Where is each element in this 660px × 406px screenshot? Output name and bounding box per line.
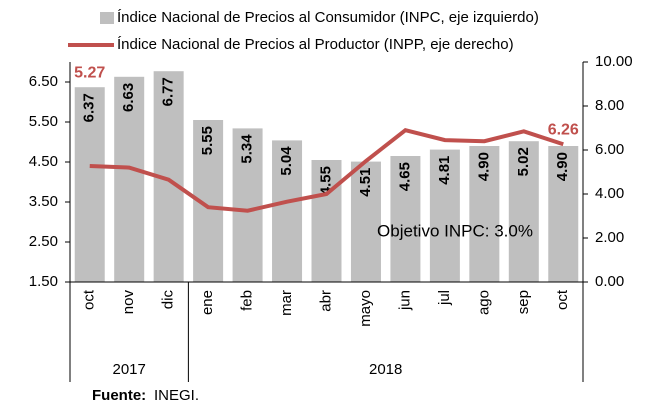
y2-tick-label: 6.00 — [595, 141, 624, 158]
x-tick-label: mar — [278, 290, 295, 316]
bar-label: 5.04 — [278, 146, 295, 176]
bar — [469, 146, 500, 282]
y2-tick-label: 0.00 — [595, 273, 624, 290]
x-tick-label: feb — [239, 290, 256, 311]
x-tick-label: oct — [554, 289, 571, 310]
y-tick-label: 2.50 — [29, 233, 58, 250]
bar-label: 6.37 — [81, 93, 98, 122]
bar-label: 4.90 — [554, 152, 571, 181]
bar — [429, 149, 460, 282]
bar-label: 4.65 — [396, 162, 413, 191]
bar-label: 6.77 — [160, 77, 177, 106]
bar — [390, 156, 421, 282]
x-tick-label: abr — [317, 290, 334, 312]
bar — [508, 141, 539, 282]
bar — [114, 76, 145, 282]
x-tick-label: ago — [475, 290, 492, 315]
line-label: 5.27 — [74, 64, 105, 81]
group-label: 2018 — [369, 361, 402, 378]
bar-label: 5.55 — [199, 126, 216, 155]
x-tick-label: jun — [396, 290, 413, 311]
y-tick-label: 1.50 — [29, 273, 58, 290]
line-label: 6.26 — [548, 121, 579, 138]
source-label: Fuente: — [92, 387, 146, 404]
line — [89, 128, 564, 213]
bar — [350, 161, 381, 282]
y2-tick-label: 2.00 — [595, 229, 624, 246]
bar — [548, 146, 579, 282]
bar-label: 4.55 — [317, 166, 334, 195]
y-tick-label: 5.50 — [29, 113, 58, 130]
source-text: INEGI. — [154, 387, 199, 404]
y2-tick-label: 10.00 — [595, 53, 633, 70]
bar-label: 4.51 — [357, 168, 374, 197]
bar — [232, 128, 263, 282]
legend-label: Índice Nacional de Precios al Productor … — [117, 36, 514, 53]
y-tick-label: 3.50 — [29, 193, 58, 210]
bar — [311, 160, 342, 282]
bar-label: 5.34 — [239, 134, 256, 164]
x-tick-label: jul — [436, 290, 453, 306]
x-tick-label: sep — [515, 290, 532, 314]
annotation: Objetivo INPC: 3.0% — [377, 221, 533, 240]
x-tick-label: ene — [199, 290, 216, 315]
bar-label: 4.81 — [436, 156, 453, 185]
y-tick-label: 6.50 — [29, 73, 58, 90]
y-tick-label: 4.50 — [29, 153, 58, 170]
bar — [272, 140, 303, 282]
bar-label: 6.63 — [120, 83, 137, 112]
x-tick-label: dic — [160, 290, 177, 310]
x-tick-label: oct — [81, 289, 98, 310]
group-label: 2017 — [113, 361, 146, 378]
y2-tick-label: 8.00 — [595, 97, 624, 114]
bar-label: 4.90 — [475, 152, 492, 181]
legend-swatch — [100, 12, 114, 24]
legend-label: Índice Nacional de Precios al Consumidor… — [117, 9, 539, 26]
x-tick-label: mayo — [357, 290, 374, 327]
bar — [74, 87, 105, 282]
x-tick-label: nov — [120, 290, 137, 315]
y2-tick-label: 4.00 — [595, 185, 624, 202]
bar-label: 5.02 — [515, 147, 532, 176]
